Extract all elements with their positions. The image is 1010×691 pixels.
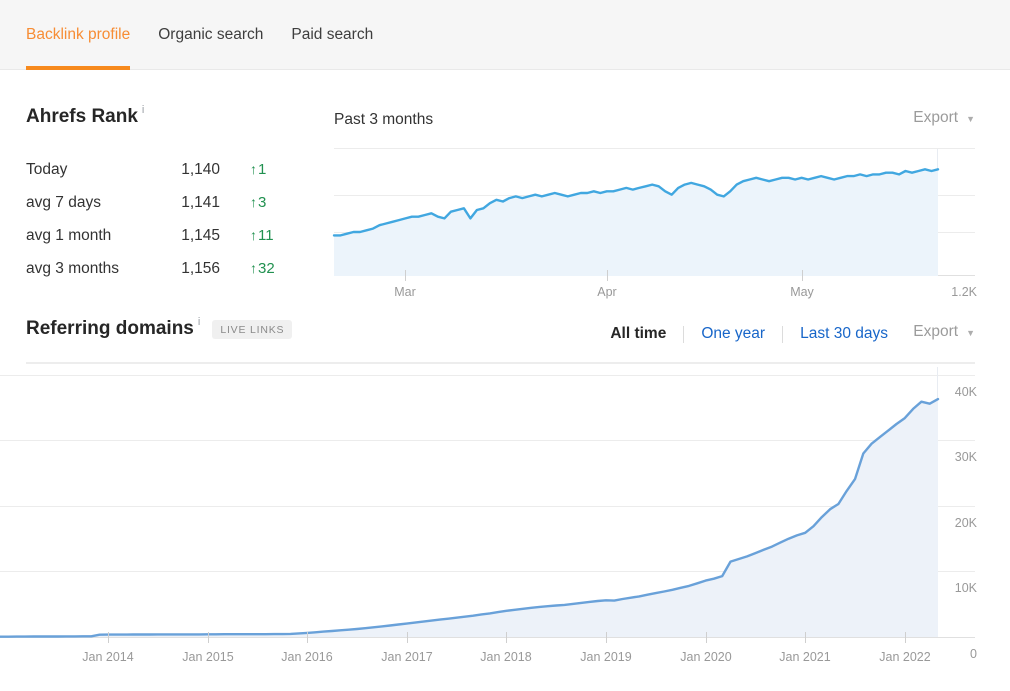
axis-tick bbox=[405, 270, 406, 281]
stat-label: Today bbox=[26, 160, 68, 178]
gridline bbox=[0, 374, 975, 376]
stat-value: 1,145 bbox=[181, 226, 220, 244]
info-icon[interactable]: i bbox=[141, 104, 145, 116]
filter-separator bbox=[683, 325, 685, 343]
y-axis-label: 20K bbox=[954, 516, 977, 530]
ahrefs-rank-title-text: Ahrefs Rank bbox=[26, 106, 138, 127]
x-axis-label: Jan 2017 bbox=[381, 650, 433, 664]
stat-delta: ↑32 bbox=[250, 260, 275, 277]
stat-value: 1,141 bbox=[181, 193, 220, 211]
axis-tick bbox=[805, 632, 806, 643]
filter-separator bbox=[782, 325, 784, 343]
ahrefs-rank-trend-plot bbox=[332, 168, 940, 276]
x-axis-label: Jan 2014 bbox=[82, 650, 134, 664]
x-axis-label: Mar bbox=[394, 285, 416, 299]
up-arrow-icon: ↑ bbox=[250, 260, 257, 276]
axis-tick bbox=[108, 632, 109, 643]
stat-value: 1,140 bbox=[181, 160, 220, 178]
referring-domains-title-text: Referring domains bbox=[26, 318, 194, 339]
x-axis-label: Jan 2018 bbox=[480, 650, 532, 664]
axis-tick bbox=[802, 270, 803, 281]
filter-one-year[interactable]: One year bbox=[701, 325, 766, 342]
up-arrow-icon: ↑ bbox=[250, 227, 257, 243]
export-button-referring-domains[interactable]: Export ▼ bbox=[913, 323, 975, 341]
stat-label: avg 1 month bbox=[26, 226, 112, 244]
stat-delta: ↑1 bbox=[250, 161, 266, 178]
axis-tick bbox=[407, 632, 408, 643]
stat-delta-value: 32 bbox=[258, 260, 275, 277]
stat-delta-value: 1 bbox=[258, 161, 267, 178]
x-axis-label: Jan 2019 bbox=[580, 650, 632, 664]
y-axis-label: 10K bbox=[954, 581, 977, 595]
export-label: Export bbox=[913, 323, 959, 340]
y-axis-label: 1.2K bbox=[951, 285, 977, 299]
referring-domains-history-plot bbox=[0, 397, 940, 638]
time-range-filters: All time One year Last 30 days bbox=[610, 321, 888, 347]
up-arrow-icon: ↑ bbox=[250, 161, 257, 177]
x-axis-label: Jan 2020 bbox=[680, 650, 732, 664]
tab-bar: Backlink profile Organic search Paid searc… bbox=[0, 0, 1010, 70]
stat-delta: ↑3 bbox=[250, 194, 266, 211]
y-axis-label: 30K bbox=[954, 450, 977, 464]
x-axis-label: Jan 2022 bbox=[879, 650, 931, 664]
rank-chart-title: Past 3 months bbox=[334, 111, 434, 128]
stat-label: avg 3 months bbox=[26, 259, 120, 277]
rank-stat-row-avg-7-days: avg 7 days 1,141 ↑3 bbox=[26, 186, 316, 219]
tab-paid-search[interactable]: Paid search bbox=[291, 25, 374, 43]
stat-value: 1,156 bbox=[181, 259, 220, 277]
axis-tick bbox=[307, 632, 308, 643]
referring-domains-title: Referring domains i LIVE LINKS bbox=[26, 316, 293, 340]
x-axis-label: Jan 2016 bbox=[281, 650, 333, 664]
x-axis-label: Apr bbox=[597, 285, 617, 299]
referring-domains-chart bbox=[0, 367, 975, 643]
stat-delta: ↑11 bbox=[250, 227, 274, 244]
info-icon[interactable]: i bbox=[197, 316, 201, 328]
rank-stat-row-avg-1-month: avg 1 month 1,145 ↑11 bbox=[26, 219, 316, 252]
gridline bbox=[0, 505, 975, 507]
filter-last-30-days[interactable]: Last 30 days bbox=[800, 325, 888, 342]
axis-tick bbox=[506, 632, 507, 643]
y-axis-label: 0 bbox=[970, 647, 977, 661]
export-button-rank[interactable]: Export ▼ bbox=[913, 109, 975, 127]
ahrefs-rank-title: Ahrefs Rank i bbox=[26, 104, 145, 128]
rank-chart bbox=[332, 148, 975, 281]
caret-down-icon: ▼ bbox=[966, 114, 975, 124]
x-axis-label: Jan 2015 bbox=[182, 650, 234, 664]
y-axis-label: 40K bbox=[954, 385, 977, 399]
live-links-badge: LIVE LINKS bbox=[212, 320, 293, 339]
axis-tick bbox=[606, 632, 607, 643]
tab-backlink-profile[interactable]: Backlink profile bbox=[26, 0, 131, 70]
ahrefs-rank-stats: Today 1,140 ↑1 avg 7 days 1,141 ↑3 avg 1 month… bbox=[26, 153, 316, 285]
x-axis-label: May bbox=[790, 285, 814, 299]
rank-stat-row-today: Today 1,140 ↑1 bbox=[26, 153, 316, 186]
tab-organic-search[interactable]: Organic search bbox=[158, 25, 264, 43]
section-divider bbox=[26, 362, 975, 364]
axis-tick bbox=[607, 270, 608, 281]
export-label: Export bbox=[913, 109, 959, 126]
gridline bbox=[0, 440, 975, 442]
up-arrow-icon: ↑ bbox=[250, 194, 257, 210]
caret-down-icon: ▼ bbox=[966, 328, 975, 338]
axis-tick bbox=[208, 632, 209, 643]
stat-delta-value: 3 bbox=[258, 194, 267, 211]
axis-tick bbox=[706, 632, 707, 643]
gridline bbox=[0, 571, 975, 573]
x-axis-label: Jan 2021 bbox=[779, 650, 831, 664]
stat-label: avg 7 days bbox=[26, 193, 101, 211]
stat-delta-value: 11 bbox=[258, 227, 274, 244]
rank-stat-row-avg-3-months: avg 3 months 1,156 ↑32 bbox=[26, 252, 316, 285]
filter-all-time[interactable]: All time bbox=[610, 325, 667, 342]
axis-tick bbox=[905, 632, 906, 643]
